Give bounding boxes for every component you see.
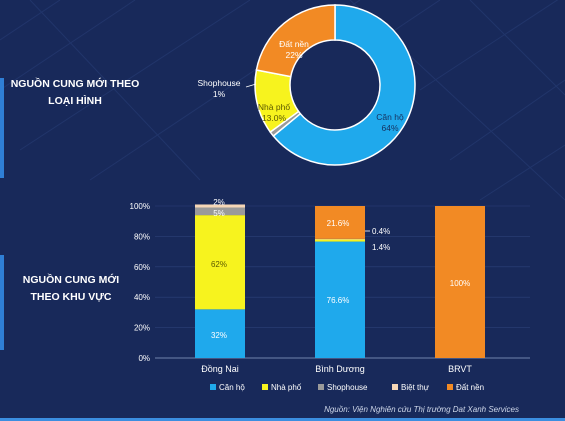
donut-label-name-0: Căn hộ xyxy=(376,112,404,122)
accent-bar-top xyxy=(0,78,4,178)
x-category-2: BRVT xyxy=(448,364,472,374)
bar-0-2 xyxy=(195,207,245,216)
x-category-1: Bình Dương xyxy=(315,364,364,374)
bar-label-1-4: 21.6% xyxy=(327,219,350,228)
y-tick-label-3: 60% xyxy=(134,263,150,272)
legend-label-3: Biệt thự xyxy=(401,383,430,392)
bar-label-0-3: 2% xyxy=(213,198,225,207)
y-tick-label-1: 20% xyxy=(134,324,150,333)
y-tick-label-5: 100% xyxy=(130,202,150,211)
bar-label-1-0: 76.6% xyxy=(327,296,350,305)
type-title-line-1: NGUỒN CUNG MỚI THEO xyxy=(10,78,140,90)
legend-swatch-0 xyxy=(210,384,216,390)
bar-1-4 xyxy=(315,206,365,239)
bottom-accent-line xyxy=(0,418,565,421)
bar-label-1-1: 1.4% xyxy=(372,243,390,252)
bar-label-0-1: 62% xyxy=(211,260,227,269)
region-section-title: NGUỒN CUNG MỚI THEO KHU VỰC xyxy=(0,272,146,306)
bar-0-3 xyxy=(195,204,245,208)
x-category-0: Đồng Nai xyxy=(201,364,239,374)
y-tick-label-4: 80% xyxy=(134,232,150,241)
donut-label-value-2: 13.0% xyxy=(262,113,287,123)
bar-label-0-2: 5% xyxy=(213,209,225,218)
bar-1-0 xyxy=(315,241,365,358)
bar-0-1 xyxy=(195,215,245,310)
donut-label-name-3: Đất nền xyxy=(279,39,309,49)
y-tick-label-0: 0% xyxy=(138,354,150,363)
donut-label-name-2: Nhà phố xyxy=(258,102,290,112)
region-title-line-2: THEO KHU VỰC xyxy=(30,291,112,303)
donut-label-value-0: 64% xyxy=(381,123,398,133)
donut-slice-3 xyxy=(255,4,336,78)
bar-label-0-0: 32% xyxy=(211,331,227,340)
bar-2-4 xyxy=(435,206,485,358)
donut-slice-0 xyxy=(272,4,416,166)
legend-label-0: Căn hộ xyxy=(219,383,245,392)
legend-label-4: Đất nền xyxy=(456,383,484,392)
bar-1-1 xyxy=(315,239,365,242)
donut-label-value-1: 1% xyxy=(213,89,226,99)
donut-label-value-3: 22% xyxy=(285,50,302,60)
type-section-title: NGUỒN CUNG MỚI THEO LOẠI HÌNH xyxy=(0,76,150,110)
legend-swatch-4 xyxy=(447,384,453,390)
bar-label-2-4: 100% xyxy=(450,279,470,288)
type-title-line-2: LOẠI HÌNH xyxy=(48,95,102,107)
bar-0-0 xyxy=(195,309,245,358)
legend-label-2: Shophouse xyxy=(327,383,368,392)
y-tick-label-2: 40% xyxy=(134,293,150,302)
bar-1-3 xyxy=(315,238,365,240)
legend-swatch-3 xyxy=(392,384,398,390)
donut-label-name-1: Shophouse xyxy=(197,78,240,88)
shophouse-leader-line xyxy=(245,83,257,88)
bar-label-1-3: 0.4% xyxy=(372,227,390,236)
legend-swatch-1 xyxy=(262,384,268,390)
accent-bar-bottom xyxy=(0,255,4,350)
legend-swatch-2 xyxy=(318,384,324,390)
source-note: Nguồn: Viện Nghiên cứu Thị trường Dat Xa… xyxy=(324,405,519,414)
region-title-line-1: NGUỒN CUNG MỚI xyxy=(22,274,120,286)
legend-label-1: Nhà phố xyxy=(271,383,302,392)
